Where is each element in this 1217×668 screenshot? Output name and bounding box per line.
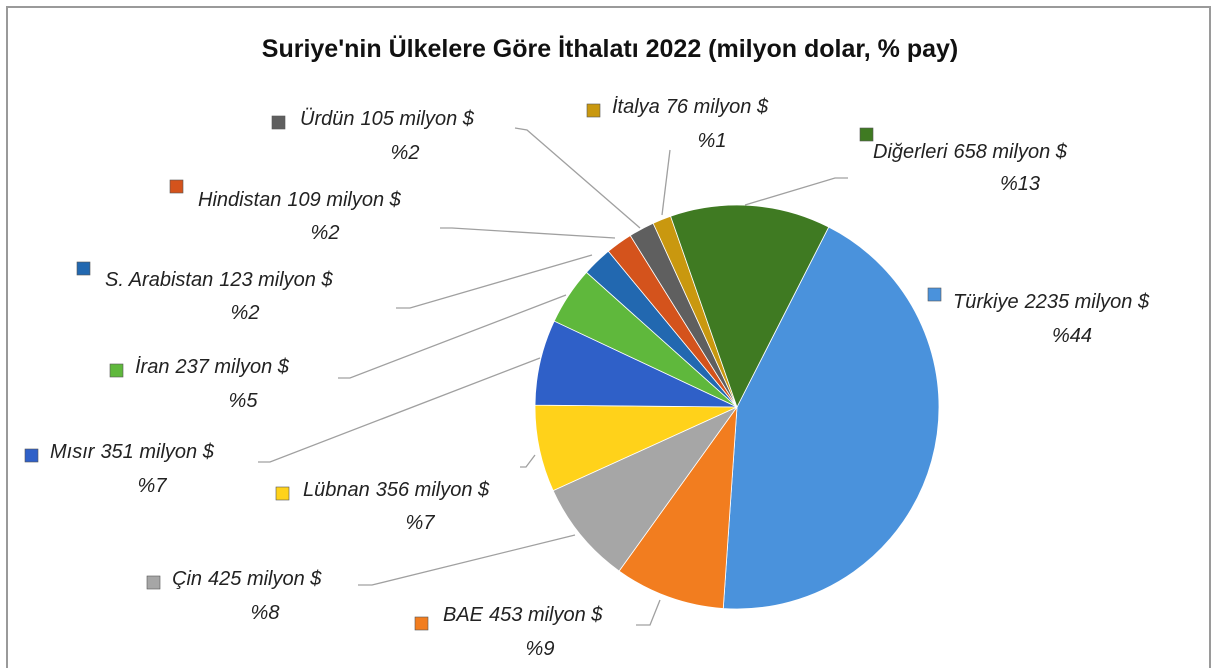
- label-percent: %2: [231, 302, 260, 324]
- data-label: Diğerleri 658 milyon $: [873, 141, 1068, 163]
- label-category: İran: [135, 356, 169, 378]
- legend-key: [169, 179, 184, 194]
- legend-key: [24, 448, 39, 463]
- legend-key: [275, 486, 290, 501]
- leader-line: [514, 127, 641, 229]
- label-category: Diğerleri: [873, 141, 948, 163]
- leader-line: [744, 177, 848, 206]
- label-value: 123 milyon $: [219, 269, 333, 291]
- pie-slice: [722, 226, 940, 610]
- legend-key: [859, 127, 874, 142]
- data-label: Çin 425 milyon $: [172, 568, 322, 590]
- leader-line: [661, 149, 671, 216]
- label-percent: %1: [698, 130, 727, 152]
- label-percent: %13: [1000, 173, 1040, 195]
- label-value: 76 milyon $: [666, 96, 769, 118]
- data-label: Hindistan 109 milyon $: [198, 189, 402, 211]
- label-category: Hindistan: [198, 189, 281, 211]
- legend-key: [109, 363, 124, 378]
- label-category: S. Arabistan: [105, 269, 213, 291]
- label-value: 105 milyon $: [360, 108, 474, 130]
- leader-line: [258, 357, 541, 463]
- leader-line: [338, 294, 567, 379]
- label-category: Ürdün: [300, 108, 354, 130]
- data-label: İran 237 milyon $: [135, 356, 290, 378]
- label-percent: %44: [1052, 325, 1092, 347]
- label-value: 453 milyon $: [489, 604, 603, 626]
- data-label: Lübnan 356 milyon $: [303, 479, 490, 501]
- legend-key: [76, 261, 91, 276]
- leader-line: [636, 599, 661, 626]
- pie-slice: [670, 204, 830, 409]
- data-label: Mısır 351 milyon $: [50, 441, 215, 463]
- label-percent: %8: [251, 602, 280, 624]
- leader-line: [396, 254, 593, 309]
- label-category: Çin: [172, 568, 202, 590]
- legend-key: [586, 103, 601, 118]
- legend-key: [146, 575, 161, 590]
- label-value: 2235 milyon $: [1024, 291, 1150, 313]
- label-value: 237 milyon $: [174, 356, 289, 378]
- label-value: 356 milyon $: [376, 479, 490, 501]
- pie-slice: [552, 406, 739, 572]
- label-percent: %2: [391, 142, 420, 164]
- data-label: BAE 453 milyon $: [443, 604, 603, 626]
- legend-key: [927, 287, 942, 302]
- leader-line: [440, 227, 616, 239]
- label-percent: %9: [526, 638, 555, 660]
- data-label: Türkiye 2235 milyon $: [953, 291, 1150, 313]
- label-category: İtalya: [612, 96, 660, 118]
- label-percent: %5: [229, 390, 259, 412]
- leader-line: [520, 454, 536, 468]
- label-value: 658 milyon $: [953, 141, 1067, 163]
- data-label: İtalya 76 milyon $: [612, 96, 769, 118]
- label-category: BAE: [443, 604, 484, 626]
- label-percent: %7: [406, 512, 436, 534]
- leader-line: [358, 534, 576, 586]
- label-category: Lübnan: [303, 479, 370, 501]
- label-value: 351 milyon $: [100, 441, 214, 463]
- label-category: Mısır: [50, 441, 96, 463]
- label-value: 109 milyon $: [287, 189, 401, 211]
- legend-key: [271, 115, 286, 130]
- label-percent: %2: [311, 222, 340, 244]
- legend-key: [414, 616, 429, 631]
- label-percent: %7: [138, 475, 168, 497]
- data-label: Ürdün 105 milyon $: [300, 108, 475, 130]
- label-value: 425 milyon $: [208, 568, 322, 590]
- label-category: Türkiye: [953, 291, 1019, 313]
- chart-title: Suriye'nin Ülkelere Göre İthalatı 2022 (…: [262, 34, 958, 63]
- pie-slice: [618, 405, 738, 609]
- data-label: S. Arabistan 123 milyon $: [105, 269, 333, 291]
